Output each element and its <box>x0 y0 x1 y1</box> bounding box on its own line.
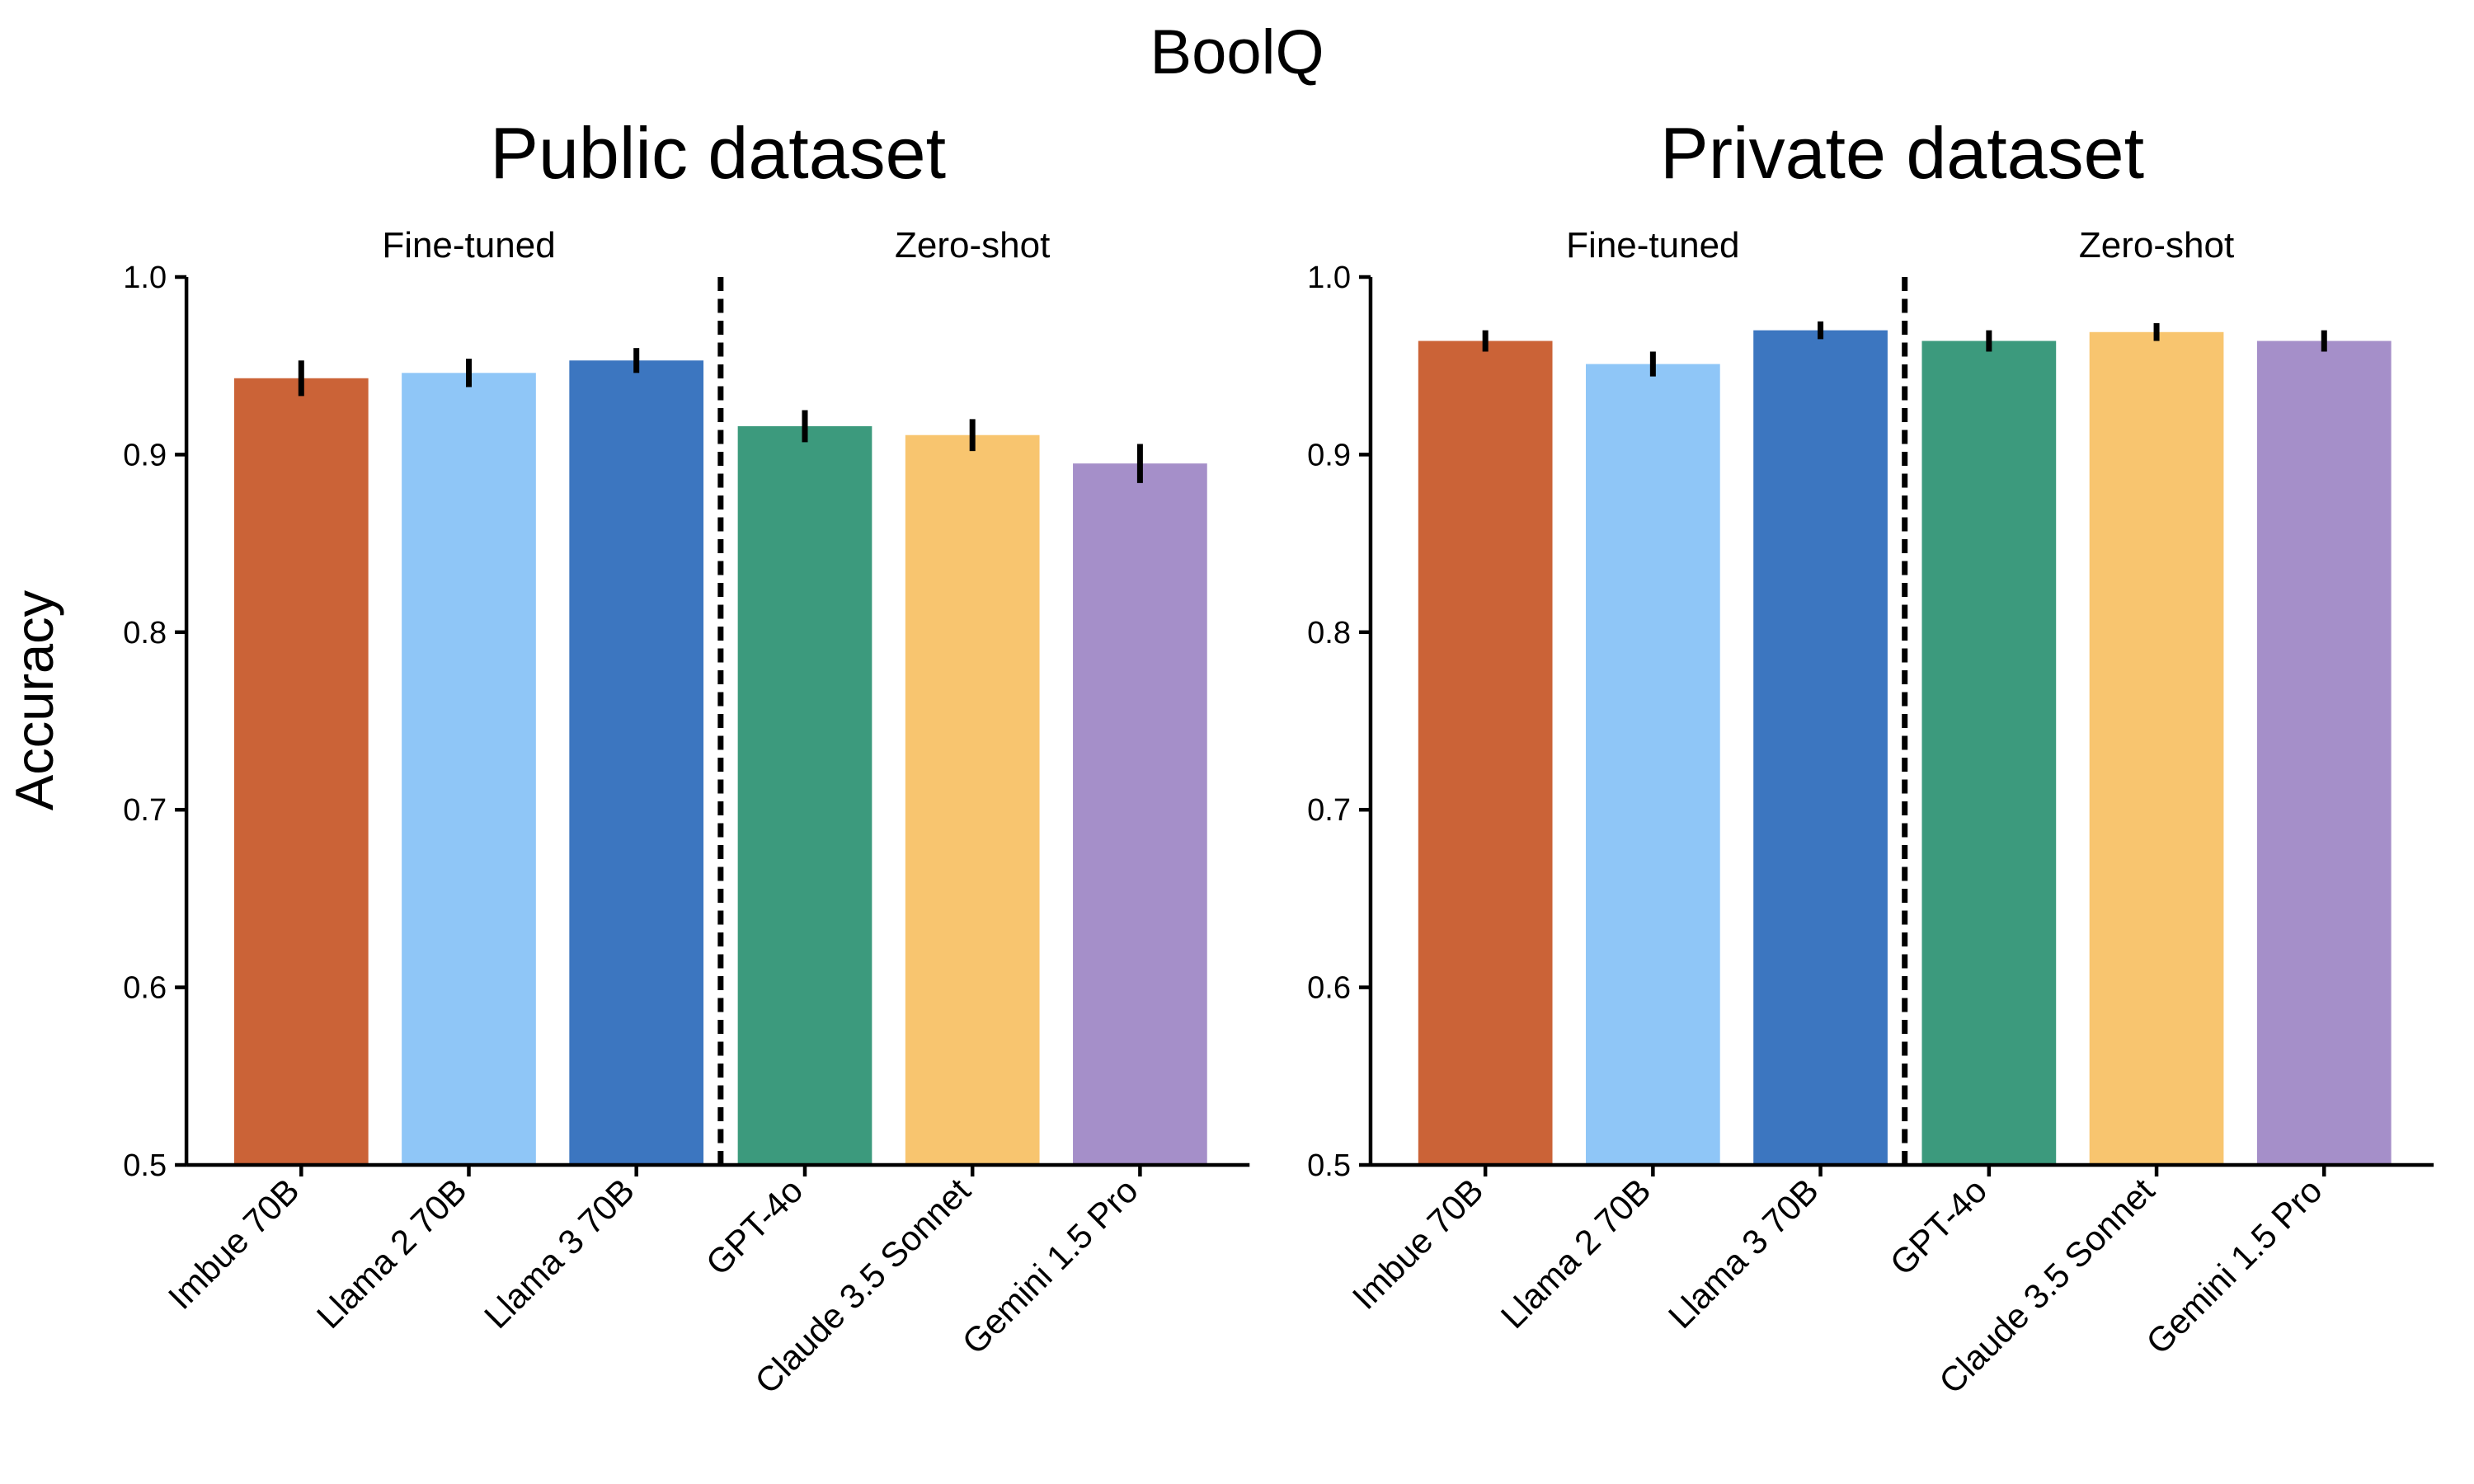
svg-text:0.6: 0.6 <box>1307 971 1351 1006</box>
svg-text:0.8: 0.8 <box>123 616 167 650</box>
svg-text:0.7: 0.7 <box>123 793 167 828</box>
svg-text:1.0: 1.0 <box>123 261 167 295</box>
svg-text:BoolQ: BoolQ <box>1150 17 1324 87</box>
svg-text:0.5: 0.5 <box>1307 1148 1351 1183</box>
svg-text:Zero-shot: Zero-shot <box>2079 225 2234 265</box>
svg-text:0.9: 0.9 <box>1307 438 1351 472</box>
svg-text:Private dataset: Private dataset <box>1660 112 2144 194</box>
svg-text:Accuracy: Accuracy <box>4 589 64 810</box>
svg-text:0.8: 0.8 <box>1307 616 1351 650</box>
svg-text:Public dataset: Public dataset <box>490 112 946 194</box>
svg-text:0.9: 0.9 <box>123 438 167 472</box>
svg-text:Fine-tuned: Fine-tuned <box>382 225 555 265</box>
svg-text:Zero-shot: Zero-shot <box>895 225 1050 265</box>
svg-text:0.7: 0.7 <box>1307 793 1351 828</box>
svg-text:1.0: 1.0 <box>1307 261 1351 295</box>
svg-text:0.5: 0.5 <box>123 1148 167 1183</box>
svg-text:Fine-tuned: Fine-tuned <box>1566 225 1739 265</box>
svg-text:0.6: 0.6 <box>123 971 167 1006</box>
